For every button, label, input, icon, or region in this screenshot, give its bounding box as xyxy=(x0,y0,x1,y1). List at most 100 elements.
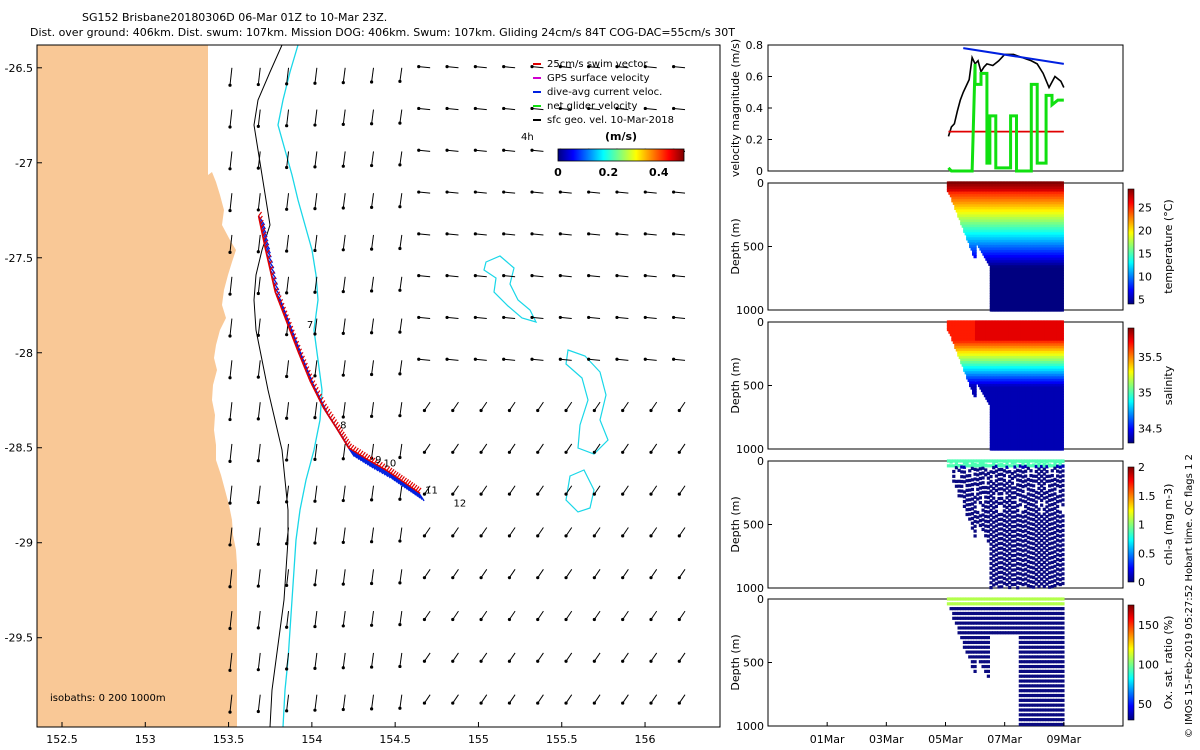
velocity-arrow xyxy=(342,318,346,334)
velocity-arrow-head xyxy=(313,374,317,378)
velocity-ylabel: velocity magnitude (m/s) xyxy=(729,39,742,177)
section-sample xyxy=(1060,232,1064,236)
swim-vector xyxy=(409,481,414,487)
velocity-arrow xyxy=(342,569,346,585)
velocity-arrow xyxy=(537,610,544,620)
map-ytick-label: -29 xyxy=(15,537,33,550)
swim-vector xyxy=(333,419,338,424)
velocity-arrow xyxy=(673,358,686,361)
swim-vector xyxy=(411,483,416,488)
velocity-arrow xyxy=(537,652,544,662)
swim-vector xyxy=(413,484,418,490)
velocity-arrow-head xyxy=(398,121,402,125)
velocity-arrow xyxy=(673,275,686,278)
velocity-arrow xyxy=(342,652,346,668)
velocity-arrow xyxy=(286,193,290,210)
velocity-arrow-head xyxy=(615,357,619,361)
velocity-arrow-head xyxy=(587,274,591,278)
velocity-arrow-head xyxy=(313,332,317,336)
velocity-series xyxy=(947,47,1065,173)
velocity-arrow-head xyxy=(422,408,427,413)
velocity-arrow-head xyxy=(341,457,345,461)
velocity-arrow-head xyxy=(417,106,421,111)
day-label: 9 xyxy=(375,455,381,466)
velocity-arrow-head xyxy=(228,543,232,547)
velocity-arrow xyxy=(314,276,318,293)
velocity-arrow-head xyxy=(228,376,232,380)
swim-vector xyxy=(386,466,391,471)
section-sample xyxy=(1060,204,1064,208)
section-sample xyxy=(1060,290,1064,294)
velocity-arrow xyxy=(588,66,601,69)
velocity-arrow xyxy=(593,401,601,411)
velocity-arrow xyxy=(424,569,431,578)
velocity-arrow xyxy=(452,652,459,662)
velocity-arrow-head xyxy=(445,357,449,361)
velocity-series-green xyxy=(947,63,1064,173)
section-sample xyxy=(1060,265,1064,269)
velocity-arrow-head xyxy=(507,617,511,622)
section-sample xyxy=(1060,191,1064,195)
velocity-arrow-head xyxy=(530,232,534,236)
velocity-arrow-head xyxy=(398,455,402,460)
velocity-arrow-head xyxy=(341,289,345,294)
velocity-arrow-head xyxy=(451,617,455,622)
velocity-arrow xyxy=(622,527,629,537)
velocity-arrow-head xyxy=(228,292,232,296)
velocity-arrow-head xyxy=(536,450,540,454)
velocity-arrow xyxy=(229,527,233,545)
velocity-arrow-head xyxy=(417,232,421,236)
velocity-arrow xyxy=(622,443,629,453)
velocity-arrow-head xyxy=(445,65,449,69)
velocity-arrow xyxy=(650,443,658,453)
velocity-arrow xyxy=(286,360,290,377)
section-ytick-label: 1000 xyxy=(736,304,764,317)
velocity-arrow xyxy=(650,694,658,704)
velocity-arrow-head xyxy=(502,190,506,194)
velocity-arrow xyxy=(286,443,290,461)
velocity-arrow xyxy=(593,443,601,453)
day-label: 10 xyxy=(383,459,396,470)
map-xtick-label: 156 xyxy=(635,733,656,746)
velocity-arrow xyxy=(673,107,686,111)
velocity-arrow xyxy=(371,443,374,459)
velocity-arrow-head xyxy=(285,709,289,713)
velocity-arrow-head xyxy=(479,701,483,705)
velocity-arrow-head xyxy=(677,534,681,538)
velocity-arrow xyxy=(399,234,403,249)
velocity-arrow-head xyxy=(256,668,260,672)
velocity-arrow xyxy=(399,360,403,374)
velocity-arrow-head xyxy=(473,106,477,111)
velocity-arrow-head xyxy=(558,65,562,69)
velocity-arrow-head xyxy=(285,207,289,211)
section-sample xyxy=(973,247,977,251)
velocity-arrow xyxy=(645,66,657,69)
velocity-arrow-head xyxy=(643,357,647,361)
velocity-arrow-head xyxy=(502,106,506,111)
velocity-arrow xyxy=(424,527,431,537)
velocity-arrow xyxy=(399,318,403,333)
velocity-ytick-label: 0.6 xyxy=(746,71,764,84)
velocity-arrow-head xyxy=(313,165,317,169)
velocity-arrow xyxy=(399,67,403,82)
section-sample xyxy=(1060,295,1064,299)
section-sample xyxy=(973,388,977,393)
velocity-arrow-head xyxy=(398,288,402,292)
swim-vector xyxy=(334,421,339,427)
section-sample xyxy=(1060,272,1064,277)
velocity-arrow-head xyxy=(370,665,374,669)
velocity-arrow-head xyxy=(256,417,260,421)
velocity-arrow xyxy=(342,443,346,459)
map-xtick-label: 153 xyxy=(135,733,156,746)
velocity-arrow xyxy=(447,66,459,69)
velocity-arrow-head xyxy=(341,331,345,335)
velocity-arrow-head xyxy=(479,534,483,538)
velocity-arrow-head xyxy=(313,708,317,712)
velocity-arrow-head xyxy=(672,274,676,278)
velocity-arrow-head xyxy=(507,492,511,496)
velocity-arrow xyxy=(645,275,657,278)
swim-vector xyxy=(361,451,366,457)
velocity-arrow-head xyxy=(564,450,568,454)
velocity-arrow-head xyxy=(536,492,540,496)
